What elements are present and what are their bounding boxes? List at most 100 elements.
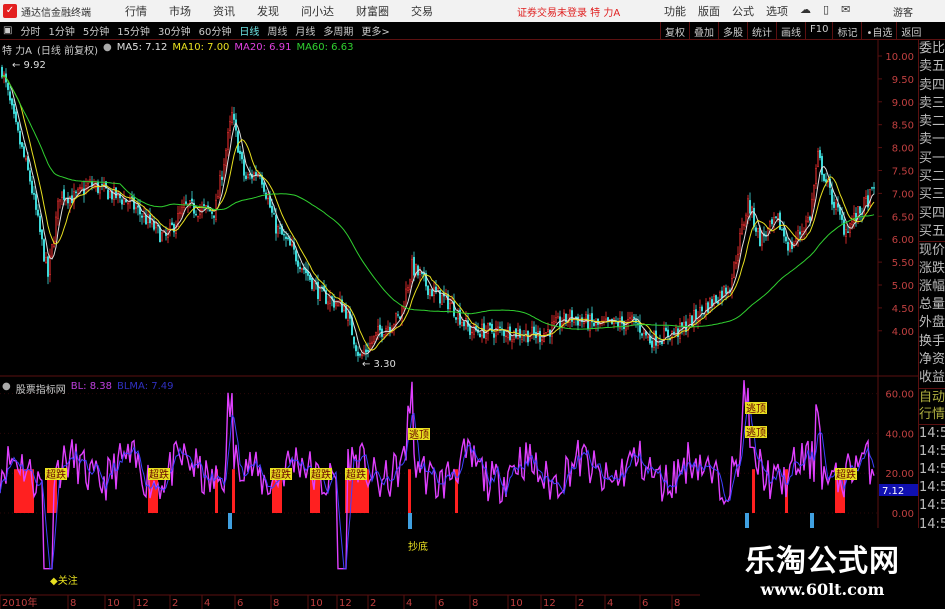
f10-button[interactable]: F10 bbox=[805, 22, 832, 40]
candle-body bbox=[461, 322, 463, 327]
skin-icon[interactable]: ☁ bbox=[800, 3, 811, 16]
menu-function[interactable]: 功能 bbox=[664, 5, 686, 18]
period-more[interactable]: 更多> bbox=[361, 27, 390, 38]
candle-body bbox=[577, 316, 579, 326]
candle-body bbox=[825, 179, 827, 183]
candle-body bbox=[273, 213, 275, 215]
candle-body bbox=[221, 176, 223, 180]
menu-news[interactable]: 资讯 bbox=[213, 5, 235, 18]
menu-wealth[interactable]: 财富圈 bbox=[356, 5, 389, 18]
quote-row-label[interactable]: 买四 bbox=[919, 205, 945, 221]
multi-stock-button[interactable]: 多股 bbox=[718, 22, 747, 40]
quote-row-label[interactable]: 14:59 bbox=[919, 424, 945, 442]
quote-row-label[interactable]: 买二 bbox=[919, 169, 945, 185]
candle-body bbox=[865, 196, 867, 199]
quote-row-label[interactable]: 14:56 bbox=[919, 480, 945, 496]
chart-canvas[interactable]: 10.00 9.50 9.00 8.50 8.00 7.50 7.00 6.50 6.00 5.5… bbox=[0, 0, 918, 609]
quote-row-label[interactable]: 卖一 bbox=[919, 132, 945, 148]
period-monthly[interactable]: 月线 bbox=[295, 27, 316, 38]
period-multi[interactable]: 多周期 bbox=[323, 27, 354, 38]
quote-row-label[interactable]: 14:56 bbox=[919, 443, 945, 459]
mobile-icon[interactable]: ▯ bbox=[823, 3, 830, 16]
signal-label: 超跌 bbox=[46, 468, 66, 481]
quote-row-label[interactable]: 卖二 bbox=[919, 114, 945, 130]
quote-row-label[interactable]: 净资 bbox=[919, 352, 945, 368]
quote-row-label[interactable]: 卖三 bbox=[919, 95, 945, 111]
quote-row-label[interactable]: 现价 bbox=[919, 241, 945, 259]
quote-row-label[interactable]: 涨幅 bbox=[919, 278, 945, 294]
signal-label: 超跌 bbox=[311, 468, 331, 481]
menu-formula[interactable]: 公式 bbox=[732, 5, 754, 18]
quote-row-label[interactable]: 总量 bbox=[919, 297, 945, 313]
candle-body bbox=[769, 221, 771, 227]
menu-trade[interactable]: 交易 bbox=[411, 5, 433, 18]
quote-row-label[interactable]: 委比 bbox=[919, 41, 945, 56]
menu-layout[interactable]: 版面 bbox=[698, 5, 720, 18]
quote-row-label[interactable]: 14:56 bbox=[919, 498, 945, 514]
quote-row-label[interactable]: 行情 bbox=[919, 406, 945, 422]
quote-row-label[interactable]: 卖四 bbox=[919, 77, 945, 93]
period-15min[interactable]: 15分钟 bbox=[117, 27, 150, 38]
message-icon[interactable]: ✉ bbox=[841, 3, 851, 16]
mark-button[interactable]: 标记 bbox=[832, 22, 861, 40]
menu-options[interactable]: 选项 bbox=[766, 5, 788, 18]
signal-label: ◆关注 bbox=[50, 574, 78, 587]
candle-body bbox=[25, 158, 27, 160]
candle-body bbox=[225, 149, 227, 166]
candle-body bbox=[141, 215, 143, 218]
quote-row-label[interactable]: 买一 bbox=[919, 150, 945, 166]
indicator-name[interactable]: 股票指标网 bbox=[15, 385, 66, 396]
menu-discover[interactable]: 发现 bbox=[257, 5, 279, 18]
period-60min[interactable]: 60分钟 bbox=[198, 27, 232, 38]
candle-body bbox=[709, 297, 711, 313]
quote-row-label[interactable]: 涨跌 bbox=[919, 260, 945, 276]
login-status[interactable]: 证券交易未登录 特 力A bbox=[517, 8, 621, 19]
stats-button[interactable]: 统计 bbox=[747, 22, 776, 40]
period-1min[interactable]: 1分钟 bbox=[48, 27, 75, 38]
period-5min[interactable]: 5分钟 bbox=[82, 27, 110, 38]
quote-row-label[interactable]: 14:56 bbox=[919, 516, 945, 532]
candle-body bbox=[133, 197, 135, 210]
candle-body bbox=[665, 327, 667, 332]
menu-ask[interactable]: 问小达 bbox=[301, 5, 334, 18]
quote-row-label[interactable]: 买三 bbox=[919, 187, 945, 203]
quote-row-label[interactable]: 收益 bbox=[919, 370, 945, 386]
period-weekly[interactable]: 周线 bbox=[267, 27, 288, 38]
quote-row-label[interactable]: 换手 bbox=[919, 333, 945, 349]
settings-icon[interactable]: ● bbox=[103, 42, 112, 53]
quote-row-label[interactable]: 外盘 bbox=[919, 315, 945, 331]
ma10-line bbox=[1, 74, 875, 351]
guest-user[interactable]: 游客 bbox=[893, 8, 913, 19]
high-price-label: ← 9.92 bbox=[12, 60, 46, 71]
adjust-button[interactable]: 复权 bbox=[660, 22, 689, 40]
candle-body bbox=[183, 203, 185, 208]
x-tick-label: 8 bbox=[472, 598, 478, 609]
candle-body bbox=[161, 232, 163, 241]
draw-button[interactable]: 画线 bbox=[776, 22, 805, 40]
indicator-settings-icon[interactable]: ● bbox=[2, 381, 11, 392]
quote-row-label[interactable]: 买五 bbox=[919, 223, 945, 239]
period-daily[interactable]: 日线 bbox=[239, 27, 260, 38]
indicator-info: ● 股票指标网 BL: 8.38 BLMA: 7.49 bbox=[2, 381, 174, 396]
ma5-line bbox=[1, 74, 875, 355]
signal-label: 超跌 bbox=[271, 468, 291, 481]
candle-body bbox=[431, 289, 433, 297]
back-button[interactable]: 返回 bbox=[896, 22, 925, 40]
period-30min[interactable]: 30分钟 bbox=[157, 27, 191, 38]
candle-body bbox=[287, 237, 289, 240]
add-watchlist-button[interactable]: •自选 bbox=[861, 22, 896, 40]
candle-body bbox=[213, 215, 215, 218]
candle-body bbox=[777, 213, 779, 219]
period-fenshi[interactable]: 分时 bbox=[20, 27, 41, 38]
signal-bar bbox=[408, 469, 411, 513]
candle-body bbox=[245, 175, 247, 180]
quote-row-label[interactable]: 卖五 bbox=[919, 59, 945, 75]
panel-toggle-icon[interactable]: ▣ bbox=[3, 25, 13, 36]
menu-hangqing[interactable]: 行情 bbox=[125, 5, 147, 18]
chart-mode: (日线 前复权) bbox=[37, 46, 99, 57]
quote-row-label[interactable]: 14:56 bbox=[919, 461, 945, 477]
menu-market[interactable]: 市场 bbox=[169, 5, 191, 18]
quote-row-label[interactable]: 自动 bbox=[919, 387, 945, 405]
candle-body bbox=[807, 217, 809, 222]
overlay-button[interactable]: 叠加 bbox=[689, 22, 718, 40]
